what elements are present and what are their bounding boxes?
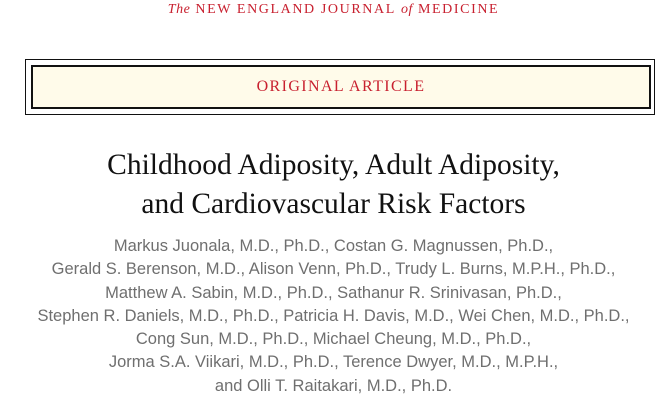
journal-name-part2: MEDICINE (417, 2, 500, 17)
article-type-label: ORIGINAL ARTICLE (256, 78, 426, 95)
journal-of: of (400, 2, 413, 17)
title-line-1: Childhood Adiposity, Adult Adiposity, (107, 149, 560, 181)
journal-masthead: The NEW ENGLAND JOURNAL of MEDICINE (0, 2, 667, 18)
author-line: Cong Sun, M.D., Ph.D., Michael Cheung, M… (135, 330, 532, 349)
author-line: Gerald S. Berenson, M.D., Alison Venn, P… (51, 260, 616, 279)
title-line-2: and Cardiovascular Risk Factors (141, 188, 526, 220)
article-type-box: ORIGINAL ARTICLE (25, 59, 655, 115)
article-type-box-inner: ORIGINAL ARTICLE (31, 65, 651, 109)
author-line: Jorma S.A. Viikari, M.D., Ph.D., Terence… (108, 353, 559, 372)
author-line: and Olli T. Raitakari, M.D., Ph.D. (214, 376, 453, 395)
author-line: Stephen R. Daniels, M.D., Ph.D., Patrici… (37, 306, 630, 325)
journal-the: The (167, 2, 191, 17)
article-title: Childhood Adiposity, Adult Adiposity, an… (0, 146, 667, 224)
author-list: Markus Juonala, M.D., Ph.D., Costan G. M… (0, 235, 667, 398)
author-line: Matthew A. Sabin, M.D., Ph.D., Sathanur … (105, 283, 562, 302)
author-line: Markus Juonala, M.D., Ph.D., Costan G. M… (113, 237, 554, 255)
journal-name-part1: NEW ENGLAND JOURNAL (195, 2, 396, 17)
